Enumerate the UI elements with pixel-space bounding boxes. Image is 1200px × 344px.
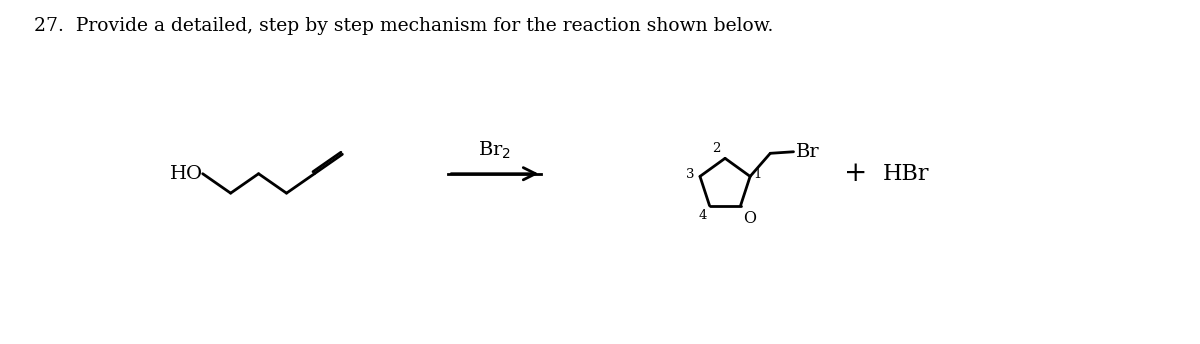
Text: 2: 2 [712,142,720,155]
Text: +: + [844,160,866,187]
Text: O: O [743,209,756,227]
Text: Br$_2$: Br$_2$ [479,140,511,161]
Text: 4: 4 [698,209,707,222]
Text: HO: HO [169,165,203,183]
Text: 1: 1 [754,168,762,181]
Text: 27.  Provide a detailed, step by step mechanism for the reaction shown below.: 27. Provide a detailed, step by step mec… [34,17,773,35]
Text: 3: 3 [686,168,695,181]
Text: Br: Br [796,143,820,161]
Text: HBr: HBr [882,163,929,185]
